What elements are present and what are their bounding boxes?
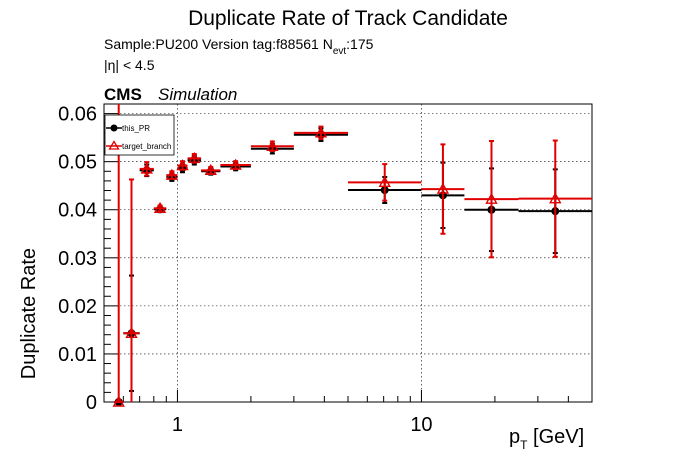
legend-label-this-pr: this_PR	[122, 124, 150, 133]
data-point-target-branch	[378, 175, 391, 188]
y-tick-label: 0.01	[58, 344, 97, 366]
series-target-branch	[112, 104, 592, 407]
y-tick-label: 0.06	[58, 104, 97, 126]
data-point-target-branch	[266, 139, 279, 151]
data-point-target-branch	[165, 168, 179, 180]
data-point-target-branch	[436, 182, 450, 194]
y-tick-label: 0.02	[58, 296, 97, 318]
data-point-target-branch	[485, 192, 498, 204]
data-series	[112, 104, 592, 407]
data-point-target-branch	[153, 201, 167, 214]
x-tick-label: 10	[410, 414, 432, 436]
x-axis-label-main: p	[509, 426, 520, 448]
cms-label: CMS	[104, 85, 142, 104]
legend-marker-this-pr	[110, 124, 118, 132]
y-tick-label: 0.03	[58, 248, 97, 270]
y-tick-label: 0.05	[58, 152, 97, 174]
data-point-target-branch	[176, 159, 189, 171]
sample-label: Sample:PU200 Version tag:f88561 Nevt:175	[104, 36, 374, 57]
data-point-target-branch	[125, 326, 138, 338]
data-point-target-branch	[140, 162, 153, 174]
legend-box	[104, 114, 175, 156]
x-tick-label: 1	[172, 414, 183, 436]
x-axis-label-sub: T	[520, 438, 528, 452]
y-tick-label: 0	[86, 392, 97, 414]
chart-title: Duplicate Rate of Track Candidate	[188, 7, 508, 30]
eta-label: |η| < 4.5	[104, 57, 155, 73]
nevt-value: :175	[346, 36, 373, 52]
nevt-subscript: evt	[333, 46, 347, 57]
y-tick-label: 0.04	[58, 200, 97, 222]
sample-label-main: Sample:PU200 Version tag:f88561 N	[104, 36, 333, 52]
data-point-target-branch	[229, 158, 242, 170]
data-point-target-branch	[188, 151, 201, 164]
x-axis-label: pT [GeV]	[509, 426, 584, 452]
simulation-label: Simulation	[158, 85, 237, 104]
legend: this_PR target_branch	[104, 114, 175, 156]
data-point-target-branch	[112, 395, 125, 407]
data-point-target-branch	[549, 192, 562, 204]
data-point-target-branch	[314, 126, 328, 138]
grid-lines	[104, 104, 592, 402]
y-axis-label: Duplicate Rate	[18, 248, 40, 379]
legend-marker-target-branch	[108, 140, 120, 150]
data-point-target-branch	[204, 163, 217, 176]
legend-label-target-branch: target_branch	[122, 142, 171, 151]
axis-ticks: 1 10 0 0.01 0.02 0.03 0.04 0.05 0.06	[58, 104, 593, 436]
x-axis-label-unit: [GeV]	[527, 426, 584, 448]
